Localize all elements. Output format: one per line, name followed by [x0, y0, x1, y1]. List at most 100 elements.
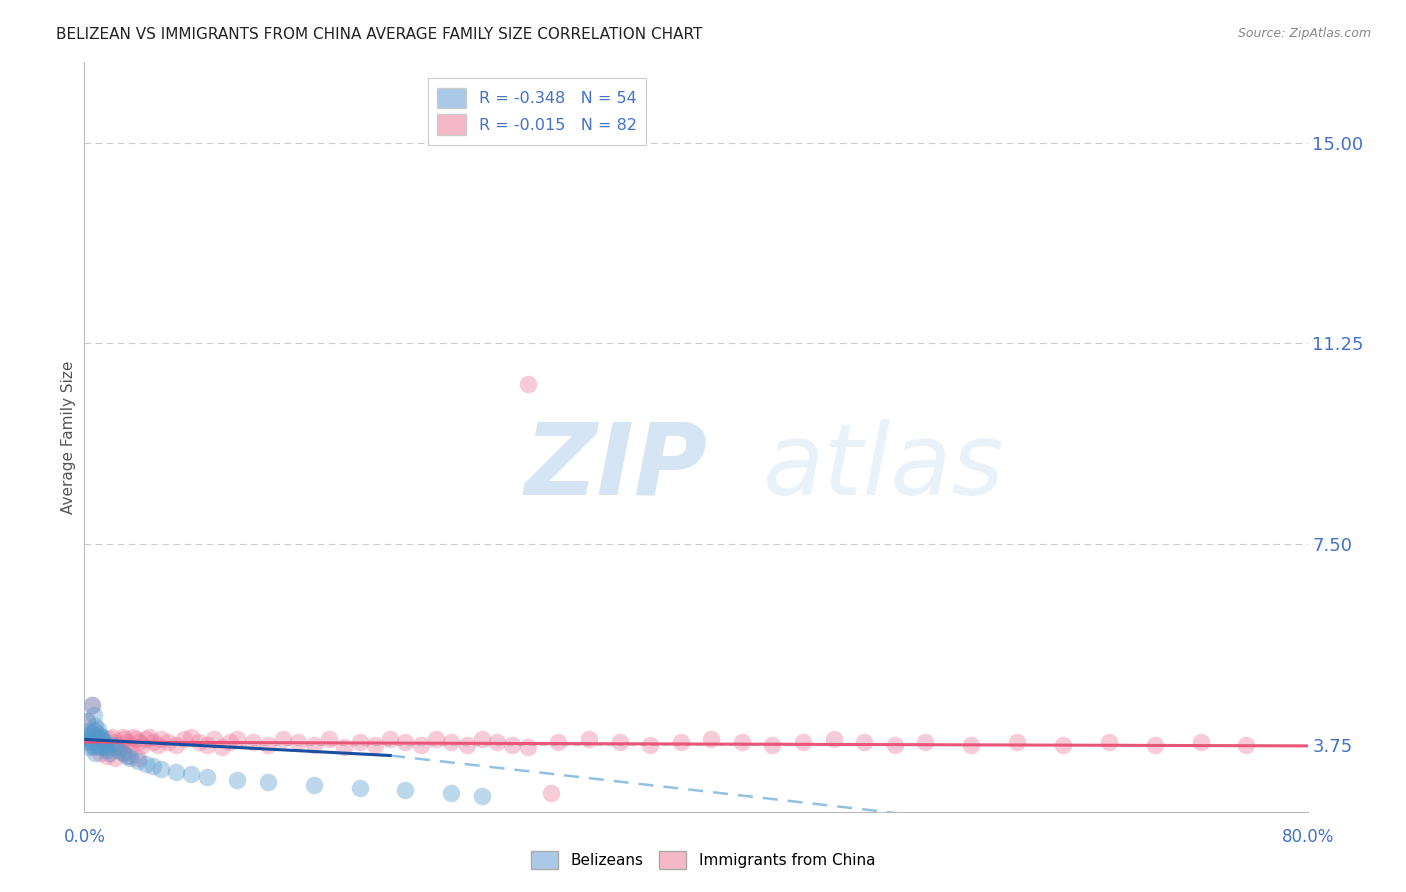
Point — [853, 735, 876, 749]
Point — [333, 740, 356, 755]
Point — [165, 764, 187, 779]
Point — [394, 783, 416, 797]
Point — [394, 735, 416, 749]
Legend: Belizeans, Immigrants from China: Belizeans, Immigrants from China — [524, 845, 882, 875]
Point — [135, 756, 157, 771]
Point — [91, 735, 114, 749]
Text: 80.0%: 80.0% — [1281, 828, 1334, 846]
Point — [792, 735, 814, 749]
Point — [128, 735, 150, 749]
Point — [257, 738, 280, 752]
Point — [138, 730, 160, 744]
Point — [127, 751, 149, 765]
Point — [257, 775, 280, 789]
Point — [83, 740, 105, 755]
Point — [104, 740, 127, 755]
Point — [471, 789, 494, 803]
Point — [180, 730, 202, 744]
Point — [1098, 735, 1121, 749]
Point — [211, 740, 233, 755]
Point — [94, 740, 117, 755]
Point — [125, 732, 148, 747]
Point — [84, 746, 107, 760]
Text: atlas: atlas — [763, 418, 1005, 516]
Point — [318, 732, 340, 747]
Point — [76, 714, 98, 728]
Point — [540, 786, 562, 800]
Point — [700, 732, 723, 747]
Point — [165, 738, 187, 752]
Point — [83, 724, 105, 739]
Point — [731, 735, 754, 749]
Point — [101, 730, 124, 744]
Point — [380, 732, 402, 747]
Point — [115, 748, 138, 763]
Point — [271, 732, 294, 747]
Point — [94, 738, 117, 752]
Y-axis label: Average Family Size: Average Family Size — [60, 360, 76, 514]
Point — [120, 751, 142, 765]
Point — [101, 738, 124, 752]
Point — [76, 714, 98, 728]
Text: BELIZEAN VS IMMIGRANTS FROM CHINA AVERAGE FAMILY SIZE CORRELATION CHART: BELIZEAN VS IMMIGRANTS FROM CHINA AVERAG… — [56, 27, 703, 42]
Point — [218, 735, 240, 749]
Point — [440, 786, 463, 800]
Point — [107, 738, 129, 752]
Point — [1236, 738, 1258, 752]
Point — [87, 722, 110, 736]
Point — [202, 732, 225, 747]
Point — [349, 780, 371, 795]
Text: ZIP: ZIP — [524, 418, 707, 516]
Point — [89, 730, 111, 744]
Point — [188, 735, 211, 749]
Point — [287, 735, 309, 749]
Point — [761, 738, 783, 752]
Point — [502, 738, 524, 752]
Point — [96, 743, 118, 757]
Point — [93, 739, 115, 754]
Point — [486, 735, 509, 749]
Point — [111, 746, 134, 760]
Point — [90, 729, 112, 743]
Point — [91, 738, 114, 752]
Point — [97, 746, 120, 760]
Point — [80, 735, 103, 749]
Point — [180, 767, 202, 781]
Point — [104, 735, 127, 749]
Legend: R = -0.348   N = 54, R = -0.015   N = 82: R = -0.348 N = 54, R = -0.015 N = 82 — [427, 78, 647, 145]
Point — [77, 724, 100, 739]
Point — [79, 727, 101, 741]
Point — [91, 736, 114, 750]
Point — [1005, 735, 1028, 749]
Point — [77, 740, 100, 755]
Point — [149, 762, 172, 776]
Point — [79, 732, 101, 747]
Point — [135, 732, 157, 747]
Point — [669, 735, 692, 749]
Point — [89, 740, 111, 755]
Point — [883, 738, 905, 752]
Point — [302, 738, 325, 752]
Point — [89, 731, 111, 745]
Point — [960, 738, 983, 752]
Point — [578, 732, 600, 747]
Point — [516, 376, 538, 391]
Point — [80, 698, 103, 712]
Point — [142, 759, 165, 773]
Point — [1052, 738, 1074, 752]
Point — [84, 724, 107, 739]
Point — [112, 732, 135, 747]
Point — [75, 730, 97, 744]
Point — [97, 732, 120, 747]
Point — [90, 730, 112, 744]
Point — [111, 746, 134, 760]
Point — [79, 730, 101, 744]
Text: Source: ZipAtlas.com: Source: ZipAtlas.com — [1237, 27, 1371, 40]
Point — [195, 738, 218, 752]
Point — [471, 732, 494, 747]
Point — [157, 735, 180, 749]
Point — [226, 772, 249, 787]
Point — [131, 738, 153, 752]
Point — [86, 732, 108, 747]
Point — [516, 740, 538, 755]
